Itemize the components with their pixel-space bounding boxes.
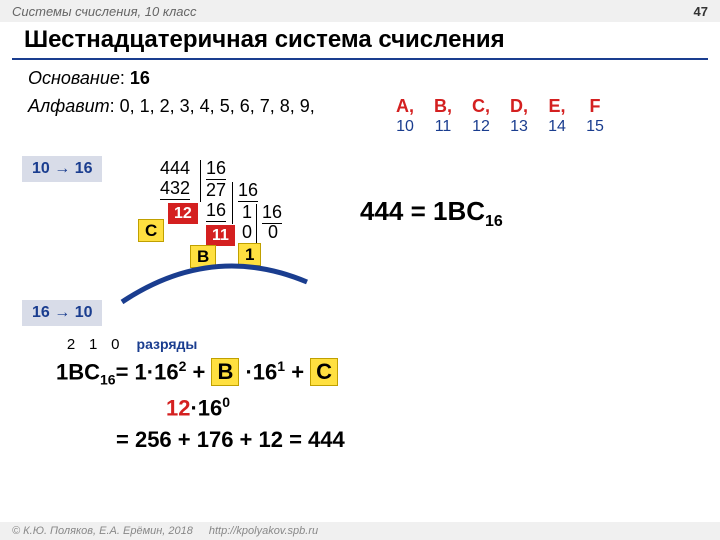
hex-value: 14 — [538, 118, 576, 136]
expansion-line1: 1BC16= 1·162 + B ·161 + C — [56, 358, 345, 388]
expansion-sum: = 256 + 176 + 12 = 444 — [116, 427, 345, 453]
div-16b: 16 — [238, 180, 258, 202]
exp-B: B — [211, 358, 239, 386]
div-27: 27 — [206, 180, 226, 201]
exp-e1: 1 — [277, 358, 285, 374]
header-bar: Системы счисления, 10 класс 47 — [0, 0, 720, 22]
hex-letter: F — [576, 96, 614, 117]
base-value: 16 — [130, 68, 150, 88]
exp-160: ·16 — [190, 395, 222, 420]
base-label: Основание — [28, 68, 120, 88]
exp-t1: = 1·16 — [116, 359, 179, 384]
exp-sub: 16 — [100, 372, 116, 388]
base-line: Основание: 16 — [28, 68, 150, 89]
hex-letter: E, — [538, 96, 576, 117]
hex-value: 10 — [386, 118, 424, 136]
footer-bar: © К.Ю. Поляков, Е.А. Ерёмин, 2018 http:/… — [0, 522, 720, 540]
hex-values: 10 11 12 13 14 15 — [386, 118, 614, 136]
div-444: 444 — [160, 158, 190, 179]
course-label: Системы счисления, 10 класс — [12, 4, 197, 19]
div-0: 0 — [242, 222, 252, 244]
vline — [232, 182, 233, 224]
remainder-12: 12 — [168, 202, 198, 223]
digit-pos-2: 2 — [62, 336, 80, 353]
hex-letter: B, — [424, 96, 462, 117]
div-0b: 0 — [268, 222, 278, 243]
digit-pos-0: 0 — [106, 336, 124, 353]
vline — [256, 204, 257, 246]
div-16: 16 — [206, 158, 226, 180]
title-underline — [12, 58, 708, 60]
copyright: © К.Ю. Поляков, Е.А. Ерёмин, 2018 — [12, 525, 193, 537]
alphabet-label: Алфавит — [28, 96, 110, 116]
hex-letter: C, — [462, 96, 500, 117]
tag-10-to-16: 10 → 16 — [22, 156, 102, 182]
footer-url: http://kpolyakov.spb.ru — [209, 525, 318, 537]
digit-label: разряды — [137, 336, 198, 352]
eq-lhs: 444 = 1BC — [360, 196, 485, 226]
alphabet-line: Алфавит: 0, 1, 2, 3, 4, 5, 6, 7, 8, 9, — [28, 96, 315, 117]
exp-plus1: + — [186, 359, 211, 384]
hex-value: 13 — [500, 118, 538, 136]
tag-16-to-10: 16 → 10 — [22, 300, 102, 326]
div-16c: 16 — [206, 200, 226, 222]
hex-value: 12 — [462, 118, 500, 136]
hex-value: 11 — [424, 118, 462, 136]
div-16d: 16 — [262, 202, 282, 224]
page-number: 47 — [694, 4, 708, 19]
digit-pos-1: 1 — [84, 336, 102, 353]
exp-value: 1BC — [56, 359, 100, 384]
hex-letter: D, — [500, 96, 538, 117]
exp-mid: ·16 — [239, 359, 277, 384]
eq-sub: 16 — [485, 213, 503, 230]
expansion-line2: 12·160 — [166, 394, 345, 421]
digit-positions: 2 1 0 разряды — [62, 336, 197, 353]
hex-value: 15 — [576, 118, 614, 136]
page-title: Шестнадцатеричная система счисления — [24, 26, 505, 54]
arc-arrow — [112, 252, 312, 312]
exp-plus2: + — [285, 359, 310, 384]
expansion-block: 1BC16= 1·162 + B ·161 + C 12·160 = 256 +… — [56, 358, 345, 453]
exp-12: 12 — [166, 395, 190, 420]
vline — [200, 160, 201, 202]
exp-C: C — [310, 358, 338, 386]
remainder-11: 11 — [206, 224, 235, 245]
div-1: 1 — [242, 202, 252, 223]
hex-letters: A, B, C, D, E, F — [386, 96, 614, 117]
big-equation: 444 = 1BC16 — [360, 196, 503, 231]
exp-e0: 0 — [222, 394, 230, 410]
hex-letter: A, — [386, 96, 424, 117]
alphabet-digits: 0, 1, 2, 3, 4, 5, 6, 7, 8, 9, — [120, 96, 315, 116]
letter-c: C — [138, 220, 164, 241]
div-432: 432 — [160, 178, 190, 200]
